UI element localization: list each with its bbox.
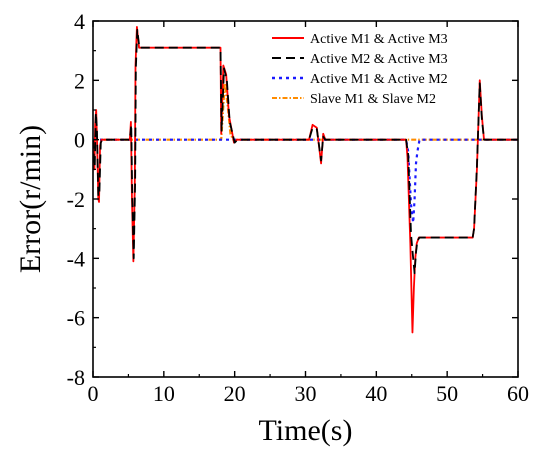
x-axis-title: Time(s) bbox=[259, 414, 353, 447]
y-tick-label: -4 bbox=[67, 246, 85, 271]
x-tick-label: 30 bbox=[295, 381, 317, 406]
series-line-1 bbox=[93, 26, 518, 334]
legend-label-1: Active M1 & Active M3 bbox=[310, 32, 448, 47]
x-tick-label: 50 bbox=[436, 381, 458, 406]
legend: Active M1 & Active M3 Active M2 & Active … bbox=[272, 32, 448, 107]
x-tick-label: 10 bbox=[153, 381, 175, 406]
x-tick-label: 0 bbox=[88, 381, 99, 406]
legend-label-4: Slave M1 & Slave M2 bbox=[310, 92, 436, 107]
plot-frame bbox=[92, 20, 519, 378]
y-tick-label: 2 bbox=[74, 68, 85, 93]
series-line-2 bbox=[93, 29, 518, 275]
legend-label-3: Active M1 & Active M2 bbox=[310, 72, 448, 87]
y-tick-label: -2 bbox=[67, 187, 85, 212]
series-line-3 bbox=[93, 138, 518, 224]
series-line-4 bbox=[93, 82, 518, 141]
y-tick-label: 0 bbox=[74, 128, 85, 153]
y-tick-label: -8 bbox=[67, 365, 85, 390]
y-tick-label: -6 bbox=[67, 306, 85, 331]
x-tick-label: 20 bbox=[224, 381, 246, 406]
series-layer bbox=[93, 26, 518, 334]
legend-label-2: Active M2 & Active M3 bbox=[310, 52, 448, 67]
x-tick-label: 60 bbox=[507, 381, 529, 406]
x-tick-label: 40 bbox=[365, 381, 387, 406]
y-axis-title: Error(r/min) bbox=[14, 125, 47, 273]
y-tick-label: 4 bbox=[74, 9, 85, 34]
